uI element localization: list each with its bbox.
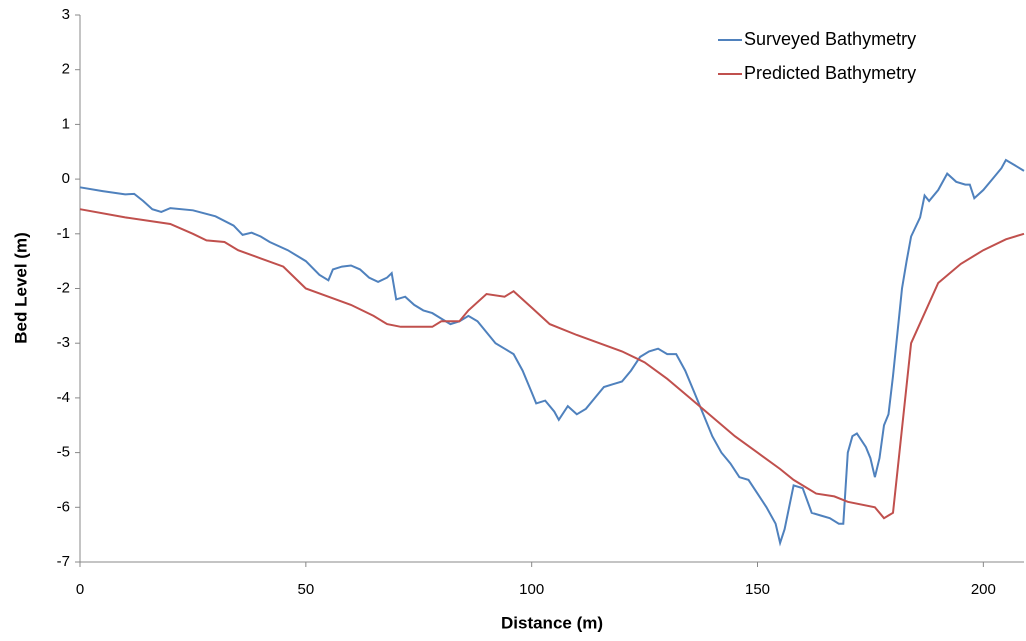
y-tick-label: -4 <box>57 389 70 406</box>
y-tick-label: -2 <box>57 279 70 296</box>
x-tick-label: 50 <box>297 581 314 598</box>
y-axis-label: Bed Level (m) <box>11 232 30 343</box>
x-tick-label: 200 <box>971 581 996 598</box>
y-tick-label: -5 <box>57 444 70 461</box>
y-tick-label: 1 <box>62 115 70 132</box>
data-line <box>79 158 1025 547</box>
y-tick-label: -6 <box>57 498 70 515</box>
y-tick-label: -3 <box>57 334 70 351</box>
y-tick-label: -1 <box>57 225 70 242</box>
x-tick-label: 100 <box>519 581 544 598</box>
x-axis-label: Distance (m) <box>501 613 603 632</box>
x-tick-label: 150 <box>745 581 770 598</box>
y-tick-label: 0 <box>62 170 70 187</box>
x-tick-label: 0 <box>76 581 84 598</box>
y-tick-label: -7 <box>57 553 70 570</box>
legend-label: Predicted Bathymetry <box>744 63 916 83</box>
y-tick-label: 3 <box>62 6 70 23</box>
y-tick-label: 2 <box>62 61 70 78</box>
data-line <box>79 208 1025 520</box>
legend-label: Surveyed Bathymetry <box>744 29 916 49</box>
